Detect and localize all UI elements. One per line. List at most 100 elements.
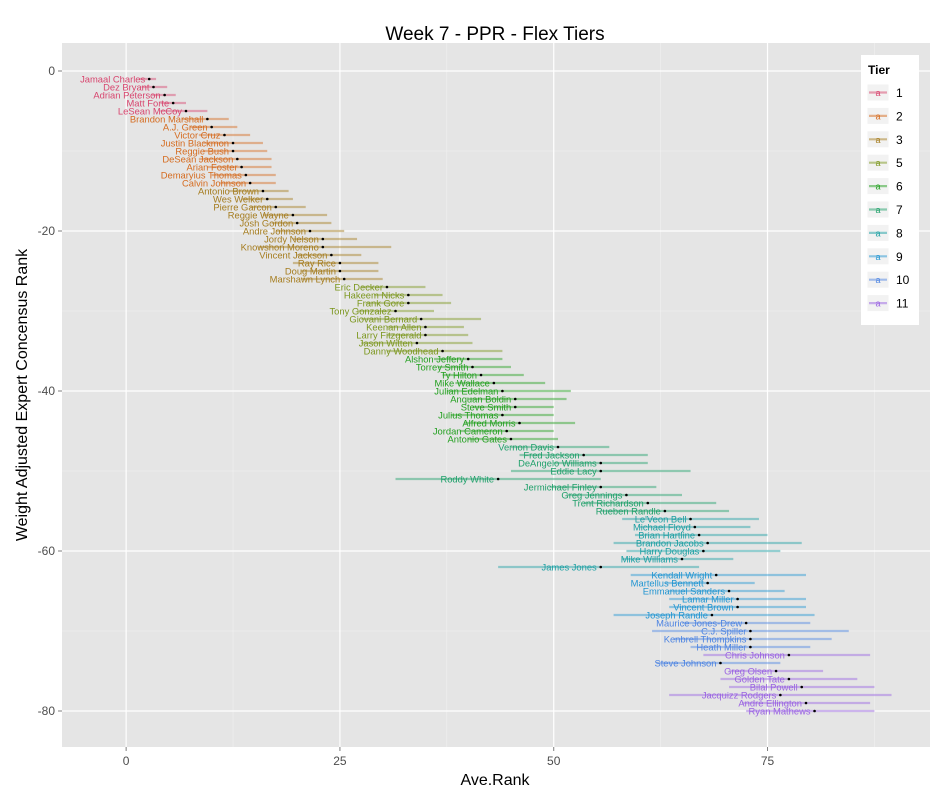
- data-point: [338, 261, 342, 265]
- player-label: LeSean McCoy: [118, 105, 182, 116]
- y-tick-label: -40: [38, 384, 56, 398]
- data-point: [582, 453, 585, 457]
- data-point: [556, 445, 560, 449]
- data-point: [236, 157, 239, 161]
- legend-key-glyph: a: [875, 252, 880, 262]
- data-point: [625, 493, 628, 497]
- player-label: Marshawn Lynch: [270, 273, 341, 284]
- x-tick-label: 75: [761, 754, 775, 768]
- data-point: [706, 541, 709, 545]
- player-label: Ryan Mathews: [749, 705, 811, 716]
- player-label: Ray Rice: [298, 257, 336, 268]
- player-label: Trent Richardson: [572, 497, 644, 508]
- player-label: Martellus Bennett: [631, 577, 704, 588]
- player-label: Lamar Miller: [682, 593, 734, 604]
- player-label: Mike Williams: [621, 553, 679, 564]
- data-point: [813, 709, 816, 713]
- legend-key-glyph: a: [875, 111, 880, 121]
- data-point: [163, 93, 166, 97]
- data-point: [518, 421, 521, 425]
- player-label: Justin Blackmon: [161, 137, 229, 148]
- player-label: Alfred Morris: [462, 417, 515, 428]
- player-label: Vernon Davis: [498, 441, 554, 452]
- legend-title: Tier: [868, 63, 890, 77]
- player-label: Matt Forte: [126, 97, 169, 108]
- legend-label: 7: [896, 203, 903, 217]
- data-point: [702, 549, 705, 553]
- player-label: Mike Wallace: [434, 377, 489, 388]
- player-label: Heath Miller: [696, 641, 746, 652]
- player-label: Danny Woodhead: [364, 345, 439, 356]
- x-axis: 0 25 50 75: [123, 747, 775, 768]
- player-label: Greg Jennings: [561, 489, 622, 500]
- player-label: Anquan Boldin: [450, 393, 511, 404]
- data-point: [509, 437, 513, 441]
- data-point: [210, 125, 213, 129]
- player-label: Reggie Bush: [175, 145, 229, 156]
- data-point: [599, 469, 603, 473]
- player-label: Alshon Jeffery: [405, 353, 465, 364]
- data-point: [706, 581, 709, 585]
- legend-label: 11: [896, 297, 909, 311]
- legend-label: 8: [896, 226, 903, 240]
- player-label: Ty Hilton: [441, 369, 477, 380]
- data-point: [248, 181, 252, 185]
- player-label: Rueben Randle: [596, 505, 661, 516]
- player-label: Joseph Randle: [645, 609, 708, 620]
- y-tick-label: -60: [38, 544, 56, 558]
- player-label: Jermichael Finley: [524, 481, 597, 492]
- player-label: Eddie Lacy: [550, 465, 597, 476]
- data-point: [223, 133, 226, 137]
- legend-label: 9: [896, 250, 903, 264]
- legend-key-glyph: a: [875, 275, 880, 285]
- player-label: Arian Foster: [187, 161, 238, 172]
- data-point: [407, 301, 410, 305]
- data-point: [231, 141, 235, 145]
- player-label: Hakeem Nicks: [344, 289, 405, 300]
- data-point: [291, 213, 295, 217]
- data-point: [505, 429, 508, 433]
- y-tick-label: 0: [48, 64, 55, 78]
- legend-key-glyph: a: [875, 228, 880, 238]
- player-label: Giovani Bernard: [349, 313, 417, 324]
- data-point: [342, 277, 346, 281]
- player-label: Jason Witten: [359, 337, 413, 348]
- player-label: Andre Ellington: [738, 697, 802, 708]
- grid-major: [62, 43, 930, 747]
- data-point: [466, 357, 470, 361]
- player-label: Reggie Wayne: [228, 209, 289, 220]
- legend-item: a 10: [866, 270, 910, 289]
- player-label: DeSean Jackson: [162, 153, 233, 164]
- data-point: [471, 365, 474, 369]
- data-point: [244, 173, 248, 177]
- data-point: [736, 597, 739, 601]
- player-label: Steve Smith: [461, 401, 512, 412]
- player-label: Wes Welker: [213, 193, 263, 204]
- data-point: [749, 629, 752, 633]
- data-point: [749, 645, 752, 649]
- player-label: Keenan Allen: [366, 321, 421, 332]
- player-label: Fred Jackson: [523, 449, 579, 460]
- x-tick-label: 25: [333, 754, 347, 768]
- player-label: Dez Bryant: [103, 81, 150, 92]
- data-point: [774, 669, 778, 673]
- player-label: Calvin Johnson: [182, 177, 246, 188]
- data-point: [749, 637, 752, 641]
- player-label: A.J. Green: [163, 121, 208, 132]
- data-point: [787, 653, 791, 657]
- data-point: [295, 221, 299, 225]
- data-point: [744, 621, 748, 625]
- player-label: Brandon Jacobs: [636, 537, 704, 548]
- player-label: Victor Cruz: [174, 129, 221, 140]
- player-label: Doug Martin: [285, 265, 336, 276]
- legend-label: 3: [896, 133, 903, 147]
- data-point: [424, 325, 427, 329]
- data-point: [689, 517, 692, 521]
- legend-key-glyph: a: [875, 205, 880, 215]
- player-label: Bilal Powell: [750, 681, 798, 692]
- legend-items: a 1a 2a 3a 5a 6a 7a 8a 9a 10a 11: [866, 83, 910, 313]
- player-label: Steve Johnson: [654, 657, 716, 668]
